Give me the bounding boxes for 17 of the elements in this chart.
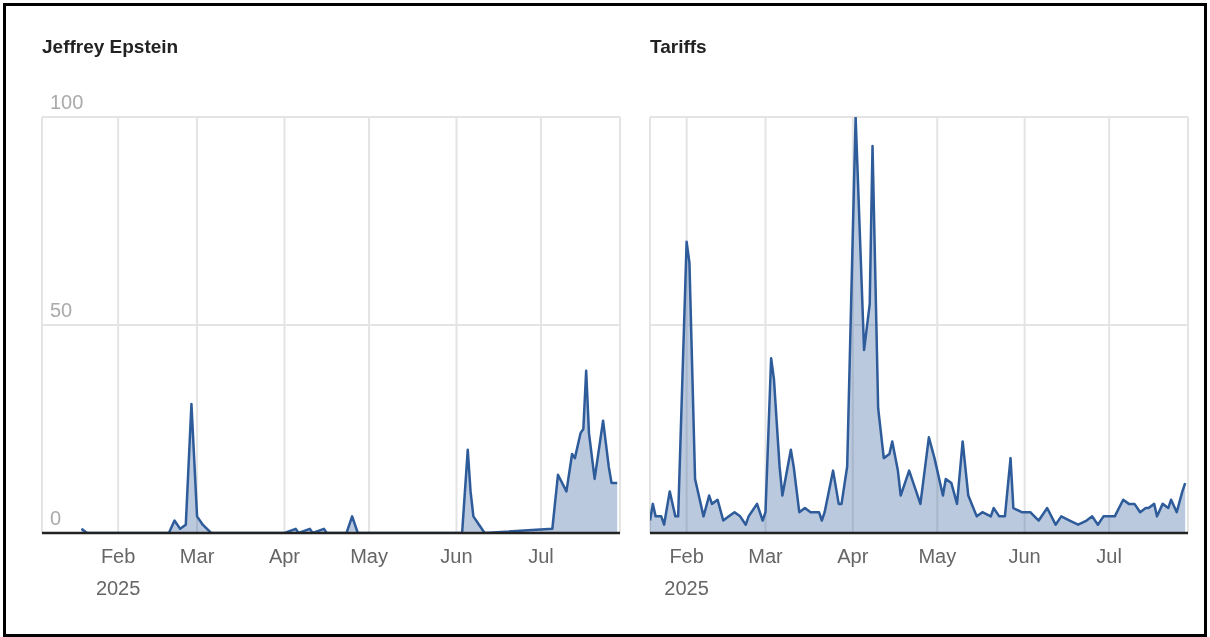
- x-tick-label: Apr: [837, 545, 869, 567]
- x-tick-label: Apr: [268, 545, 301, 567]
- x-tick-label: Feb 2025: [664, 545, 709, 599]
- x-tick-label: Mar: [179, 545, 215, 567]
- x-tick-label: Jun: [1008, 545, 1041, 567]
- chart-title: Tariffs: [649, 36, 708, 59]
- x-tick-label: Jun: [440, 545, 473, 567]
- y-tick-label: 50: [50, 299, 73, 321]
- x-tick-label: Mar: [748, 545, 784, 567]
- x-tick-label: Feb 2025: [95, 545, 141, 599]
- x-tick-label: May: [350, 545, 388, 567]
- x-tick-label: Jul: [1096, 545, 1122, 567]
- x-tick-label: Jul: [528, 545, 554, 567]
- x-tick-label: May: [918, 545, 957, 567]
- y-tick-label: 0: [50, 507, 62, 529]
- y-tick-label: 100: [50, 91, 84, 113]
- chart-title: Jeffrey Epstein: [41, 36, 180, 59]
